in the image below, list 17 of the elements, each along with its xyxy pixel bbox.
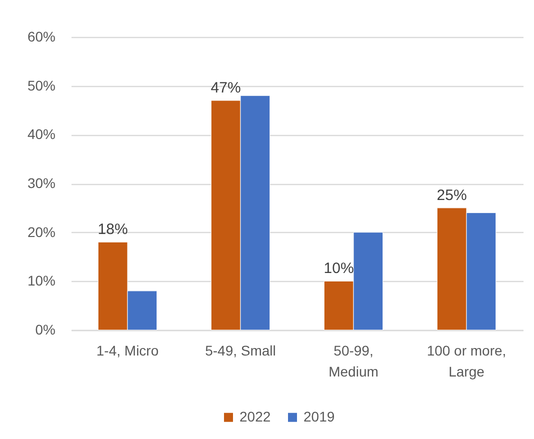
y-tick-label: 50% [27, 77, 56, 94]
y-tick-label: 0% [35, 322, 56, 338]
data-label: 18% [98, 221, 128, 238]
data-label: 10% [324, 260, 354, 278]
y-tick-label: 20% [27, 224, 56, 240]
y-tick-label: 60% [27, 28, 56, 44]
data-label: 47% [210, 79, 241, 96]
x-tick-label: 1-4, Micro [96, 342, 159, 358]
y-tick-label: 10% [27, 272, 56, 289]
x-tick-label: 50-99, Medium [328, 342, 378, 380]
y-tick-label: 40% [27, 126, 56, 142]
x-tick-label: 5-49, Small [205, 342, 276, 358]
y-tick-label: 30% [27, 175, 56, 191]
data-label: 25% [436, 186, 467, 204]
x-tick-label: 100 or more, Large [426, 342, 506, 380]
legend-label: 2019 [304, 408, 335, 424]
legend-label: 2022 [240, 408, 271, 424]
